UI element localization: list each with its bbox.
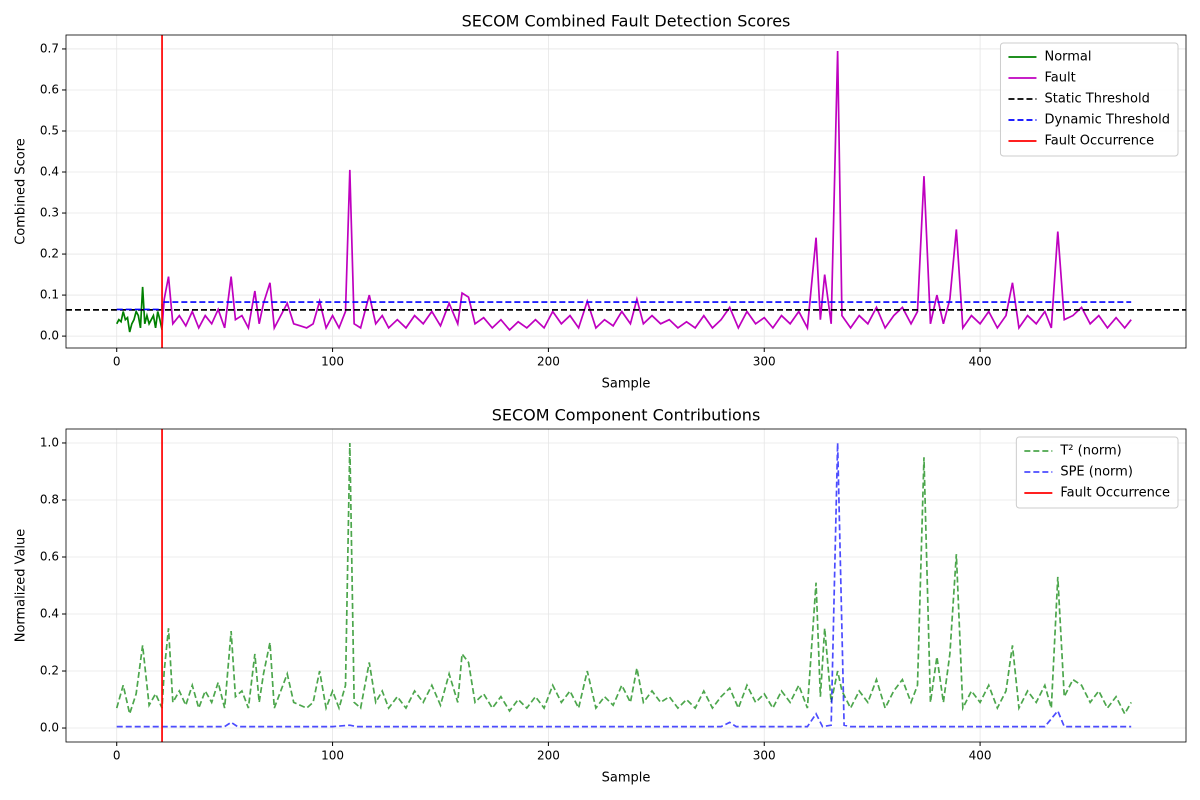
series-line [115, 286, 163, 333]
chart-title: SECOM Combined Fault Detection Scores [462, 12, 791, 31]
y-tick-label: 0.7 [40, 41, 59, 55]
series-line [161, 50, 1132, 332]
x-axis-label: Sample [602, 377, 651, 392]
plot-frame [65, 34, 1187, 349]
axes: 0 100 200 300 400 0.0 0.1 0.2 0.3 0.4 0.5 0.6 0.7 SEC… [14, 12, 1187, 392]
legend-box [1015, 436, 1179, 509]
legend-label: Fault [1044, 71, 1075, 86]
legend-label: Dynamic Threshold [1044, 113, 1170, 128]
y-tick-label: 0.6 [40, 82, 59, 96]
y-tick-label: 0.8 [40, 492, 59, 506]
x-tick-label: 300 [753, 749, 776, 763]
x-tick-label: 200 [537, 355, 560, 369]
plot-frame [65, 428, 1187, 743]
y-tick-label: 0.5 [40, 123, 59, 137]
axes: 0 100 200 300 400 0.0 0.2 0.4 0.6 0.8 1.0 SECOM Com… [14, 406, 1187, 786]
legend-label: T² (norm) [1059, 444, 1121, 459]
legend-label: Fault Occurrence [1060, 486, 1170, 501]
chart-title: SECOM Component Contributions [492, 406, 761, 425]
series-line [115, 442, 1132, 717]
x-tick-label: 300 [753, 355, 776, 369]
y-tick-label: 1.0 [40, 435, 59, 449]
x-tick-label: 100 [321, 355, 344, 369]
legend-label: Fault Occurrence [1044, 134, 1154, 149]
y-tick-label: 0.2 [40, 247, 59, 261]
y-tick-label: 0.0 [40, 329, 59, 343]
y-tick-label: 0.3 [40, 206, 59, 220]
y-tick-label: 0.1 [40, 288, 59, 302]
x-tick-label: 400 [969, 355, 992, 369]
legend: T² (norm) SPE (norm) Fault Occurrence [1015, 436, 1179, 509]
y-axis-label: Normalized Value [14, 529, 29, 643]
y-axis-label: Combined Score [14, 138, 29, 245]
legend-box [999, 42, 1179, 157]
y-tick-label: 0.0 [40, 721, 59, 735]
x-tick-label: 0 [113, 749, 121, 763]
legend-label: SPE (norm) [1060, 465, 1133, 480]
legend-label: Normal [1044, 50, 1091, 65]
legend-label: Static Threshold [1044, 92, 1149, 107]
x-tick-label: 0 [113, 355, 121, 369]
x-tick-label: 100 [321, 749, 344, 763]
y-tick-label: 0.6 [40, 549, 59, 563]
series-line [116, 301, 1132, 311]
x-tick-label: 400 [969, 749, 992, 763]
y-tick-label: 0.2 [40, 664, 59, 678]
x-tick-label: 200 [537, 749, 560, 763]
y-tick-label: 0.4 [40, 607, 59, 621]
y-tick-label: 0.4 [40, 165, 59, 179]
x-axis-label: Sample [602, 771, 651, 786]
series-line [116, 442, 1132, 728]
legend: Normal Fault Static Threshold Dynamic Thres… [999, 42, 1179, 157]
